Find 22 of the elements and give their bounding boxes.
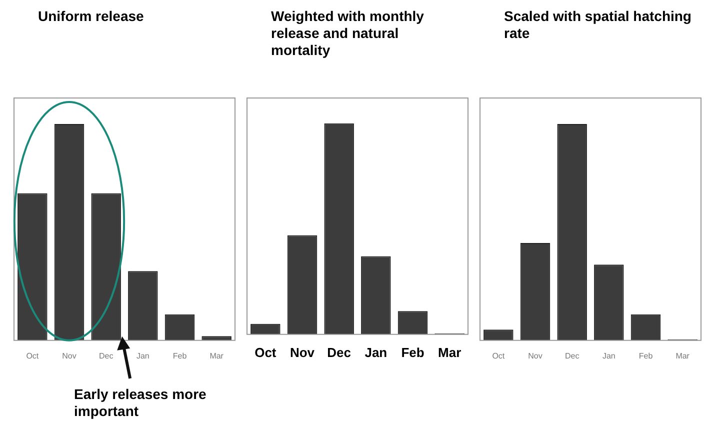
x-tick-label: Feb (172, 351, 188, 360)
x-tick-label: Mar (210, 351, 224, 360)
x-tick-label: Nov (290, 344, 316, 360)
x-tick-label: Feb (401, 344, 424, 360)
chart-title: Uniform release (37, 8, 145, 26)
x-tick-label: Oct (254, 344, 277, 360)
x-tick-label: Dec (327, 344, 352, 360)
x-tick-label: Jan (602, 351, 616, 360)
x-tick-label: Mar (676, 351, 690, 360)
x-tick-label: Jan (364, 344, 388, 360)
x-tick-label: Jan (136, 351, 150, 360)
chart-title: Scaled with spatial hatching rate (503, 8, 692, 43)
x-tick-label: Nov (528, 351, 542, 360)
x-tick-label: Dec (98, 351, 114, 360)
x-tick-label: Oct (26, 351, 40, 360)
x-tick-label: Oct (492, 351, 506, 360)
x-tick-label: Dec (564, 351, 580, 360)
x-tick-label: Feb (638, 351, 654, 360)
x-tick-label: Mar (438, 344, 462, 360)
text: Early releases more important (74, 386, 208, 420)
chart-title: Weighted with monthly release and natural mortality (270, 8, 425, 60)
x-tick-label: Nov (62, 351, 76, 360)
